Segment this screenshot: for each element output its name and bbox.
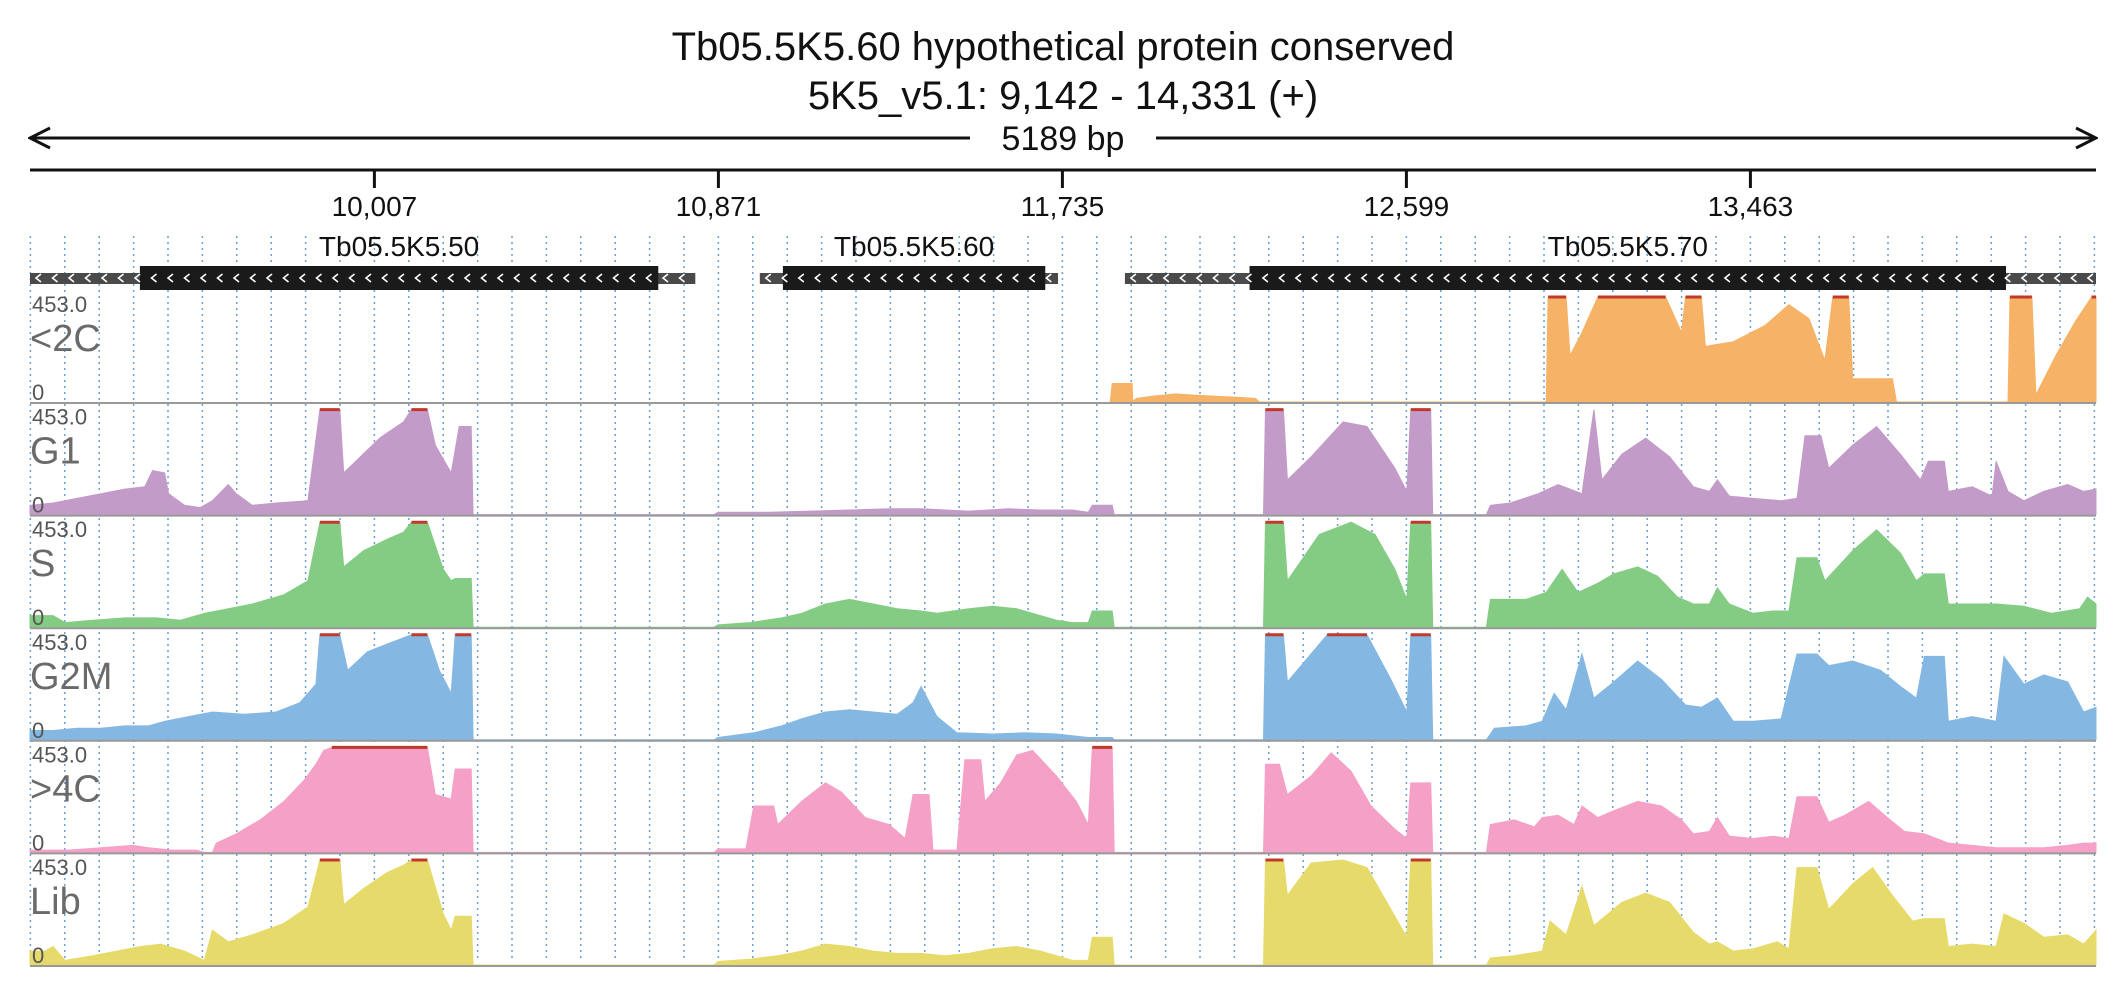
track-name: S bbox=[30, 543, 55, 585]
track-max-label: 453.0 bbox=[32, 855, 87, 880]
track-max-label: 453.0 bbox=[32, 630, 87, 655]
track-name: >4C bbox=[30, 768, 101, 810]
track-max-label: 453.0 bbox=[32, 742, 87, 767]
track-min-label: 0 bbox=[32, 605, 44, 630]
coverage-tracks: 453.0<2C0453.0G10453.0S0453.0G2M0453.0>4… bbox=[29, 292, 2097, 968]
strand-arrows bbox=[34, 273, 685, 283]
track-min-label: 0 bbox=[32, 380, 44, 405]
ruler-tick-label: 10,007 bbox=[332, 191, 418, 222]
gene-models: Tb05.5K5.50 Tb05.5K5.60 Tb05.5K5.70 bbox=[30, 231, 2096, 290]
ruler-tick-label: 12,599 bbox=[1364, 191, 1450, 222]
gene-label: Tb05.5K5.60 bbox=[834, 231, 994, 262]
gene-cds bbox=[1249, 266, 2007, 290]
track-name: G1 bbox=[30, 431, 81, 473]
track-name: Lib bbox=[30, 881, 81, 923]
track-name: G2M bbox=[30, 656, 112, 698]
ruler-tick-label: 10,871 bbox=[676, 191, 762, 222]
coverage-area bbox=[29, 409, 2097, 516]
ruler-tick-label: 11,735 bbox=[1021, 191, 1105, 222]
gene-model[interactable]: Tb05.5K5.50 bbox=[30, 231, 696, 290]
span-label: 5189 bp bbox=[1002, 120, 1125, 158]
coverage-track: 453.0G1 0 bbox=[29, 405, 2097, 518]
gene-title: Tb05.5K5.60 hypothetical protein conserv… bbox=[671, 25, 1455, 69]
strand-arrows bbox=[764, 273, 1052, 283]
track-min-label: 0 bbox=[32, 830, 44, 855]
strand-arrows bbox=[1129, 273, 2094, 283]
gene-model[interactable]: Tb05.5K5.70 bbox=[1124, 231, 2096, 290]
track-max-label: 453.0 bbox=[32, 405, 87, 430]
coverage-track: 453.0S 0 bbox=[29, 517, 2097, 630]
gene-label: Tb05.5K5.70 bbox=[1548, 231, 1708, 262]
coverage-track: 453.0<2C 0 bbox=[30, 292, 2097, 405]
track-min-label: 0 bbox=[32, 718, 44, 743]
ruler-tick-label: 13,463 bbox=[1708, 191, 1794, 222]
track-min-label: 0 bbox=[32, 493, 44, 518]
gene-location: 5K5_v5.1: 9,142 - 14,331 (+) bbox=[807, 74, 1319, 118]
coverage-area bbox=[29, 746, 2097, 853]
track-name: <2C bbox=[30, 318, 101, 360]
gene-model[interactable]: Tb05.5K5.60 bbox=[759, 231, 1059, 290]
ruler-ticks: 10,007 10,871 11,735 12,599 13,463 bbox=[332, 170, 1794, 222]
gene-label: Tb05.5K5.50 bbox=[319, 231, 479, 262]
coverage-track: 453.0>4C 0 bbox=[29, 742, 2097, 855]
span-arrow: 5189 bp bbox=[30, 120, 2096, 158]
track-min-label: 0 bbox=[32, 943, 44, 968]
coverage-area bbox=[1109, 296, 2097, 404]
track-max-label: 453.0 bbox=[32, 517, 87, 542]
track-max-label: 453.0 bbox=[32, 292, 87, 317]
coverage-area bbox=[29, 859, 2097, 966]
